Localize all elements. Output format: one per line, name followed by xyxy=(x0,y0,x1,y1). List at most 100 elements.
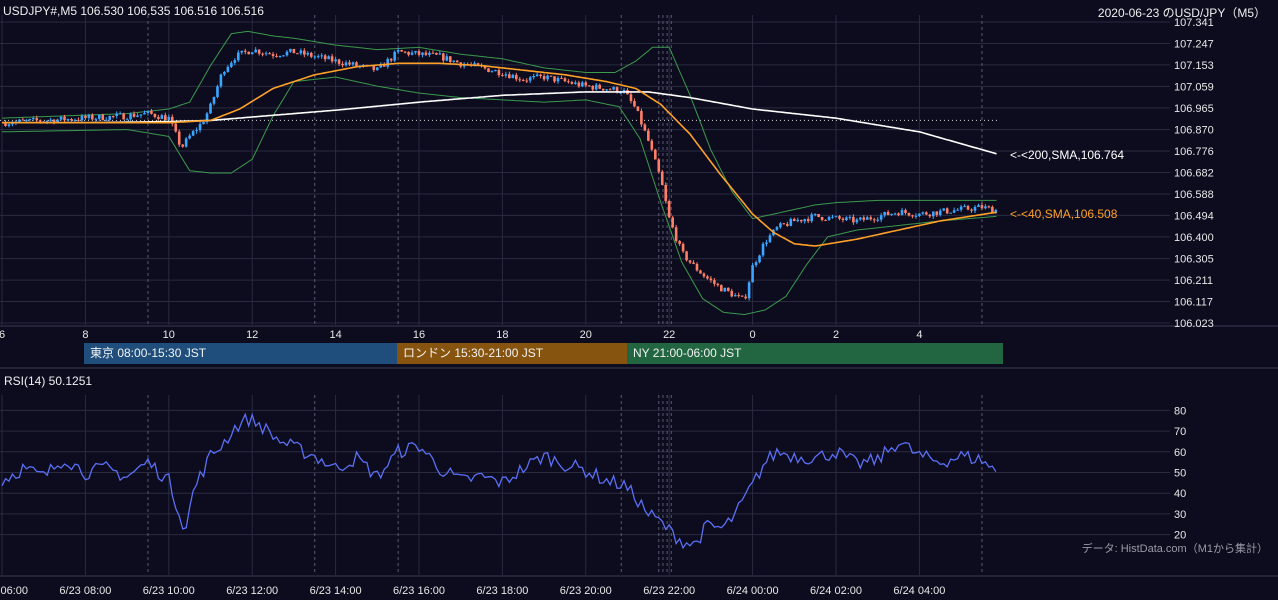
candle-down xyxy=(549,75,553,77)
candle-down xyxy=(907,212,911,216)
candle-down xyxy=(904,210,907,213)
candle-up xyxy=(994,210,998,213)
candle-down xyxy=(657,159,661,172)
candle-up xyxy=(428,52,431,55)
price-tick-label: 106.588 xyxy=(1174,189,1214,201)
candle-up xyxy=(386,58,390,67)
candle-up xyxy=(396,50,400,52)
candle-down xyxy=(435,52,438,55)
candle-up xyxy=(125,119,129,121)
candle-up xyxy=(733,295,737,297)
candle-down xyxy=(897,213,900,216)
date-tick-label: 6/23 22:00 xyxy=(643,585,695,597)
candle-down xyxy=(403,51,407,53)
candle-up xyxy=(848,216,852,218)
candle-down xyxy=(177,131,181,145)
chart-title: 2020-06-23 のUSD/JPY（M5） xyxy=(1097,6,1266,20)
session-tokyo: 東京 08:00-15:30 JST xyxy=(84,343,397,364)
candle-up xyxy=(313,56,317,58)
candle-down xyxy=(584,82,588,86)
candle-up xyxy=(956,209,959,211)
candle-up xyxy=(285,51,289,56)
sma200-label: <-<200,SMA,106.764 xyxy=(1010,148,1125,162)
candle-up xyxy=(511,74,515,79)
candle-down xyxy=(671,217,674,228)
candle-up xyxy=(223,71,226,75)
candle-up xyxy=(421,52,424,55)
candle-up xyxy=(876,219,879,221)
candle-down xyxy=(38,120,42,122)
candle-up xyxy=(136,115,139,117)
candle-down xyxy=(643,124,647,131)
candle-up xyxy=(859,217,862,220)
candle-down xyxy=(91,114,94,120)
candle-down xyxy=(674,227,678,241)
candle-up xyxy=(747,282,751,299)
candle-up xyxy=(865,217,869,220)
candle-down xyxy=(271,54,275,57)
candle-down xyxy=(275,56,278,58)
candle-up xyxy=(18,119,21,122)
candle-up xyxy=(264,53,268,55)
candle-down xyxy=(442,53,445,61)
candle-up xyxy=(104,119,108,121)
candle-down xyxy=(852,216,855,223)
candle-down xyxy=(650,140,654,150)
candle-down xyxy=(542,75,546,80)
candle-down xyxy=(688,260,692,263)
candle-up xyxy=(761,243,765,256)
candle-up xyxy=(316,56,320,58)
candle-down xyxy=(709,278,713,281)
candle-up xyxy=(299,50,303,54)
candle-down xyxy=(157,117,160,119)
candle-down xyxy=(497,69,501,76)
candle-down xyxy=(247,51,251,55)
candle-up xyxy=(796,219,800,222)
session-marker-lines xyxy=(147,15,983,575)
candle-down xyxy=(633,101,636,107)
candle-down xyxy=(629,94,633,102)
price-axis-labels: 107.341 107.247 107.153 107.059 106.965 106.8… xyxy=(1174,17,1214,330)
candle-down xyxy=(348,62,351,65)
date-tick-label: 6/24 02:00 xyxy=(810,585,862,597)
candle-down xyxy=(824,219,827,221)
rsi-label: RSI(14) 50.1251 xyxy=(4,374,93,388)
sma40-label: <-<40,SMA,106.508 xyxy=(1010,207,1118,221)
candle-up xyxy=(932,211,935,217)
candle-down xyxy=(806,219,810,222)
candle-down xyxy=(525,80,529,82)
candle-up xyxy=(167,116,171,121)
candle-down xyxy=(84,115,87,119)
candle-up xyxy=(546,75,549,80)
rsi-tick-label: 20 xyxy=(1174,530,1186,542)
candle-down xyxy=(925,212,928,215)
candle-up xyxy=(198,124,202,131)
candle-up xyxy=(254,49,257,53)
candle-up xyxy=(754,262,758,266)
candle-up xyxy=(528,77,532,81)
candle-down xyxy=(52,119,56,123)
candle-up xyxy=(49,119,52,121)
price-tick-label: 106.117 xyxy=(1174,297,1213,309)
candle-down xyxy=(737,295,740,297)
hour-tick-label: 6 xyxy=(0,329,5,341)
candle-up xyxy=(605,89,608,91)
candle-up xyxy=(240,50,244,53)
candle-down xyxy=(243,50,247,52)
candle-down xyxy=(793,218,796,222)
date-tick-label: 6/23 10:00 xyxy=(143,585,195,597)
candle-down xyxy=(862,217,866,220)
candle-down xyxy=(563,78,567,82)
candle-down xyxy=(553,76,556,82)
candle-up xyxy=(237,52,240,61)
bollinger-lower-line xyxy=(2,76,997,316)
session-london: ロンドン 15:30-21:00 JST xyxy=(397,343,627,364)
candle-up xyxy=(855,219,859,223)
candle-up xyxy=(188,135,191,139)
candle-down xyxy=(70,118,73,121)
candle-up xyxy=(351,62,355,65)
candle-down xyxy=(678,240,681,244)
candle-up xyxy=(890,213,893,216)
candle-up xyxy=(810,214,813,222)
candle-up xyxy=(827,216,831,221)
